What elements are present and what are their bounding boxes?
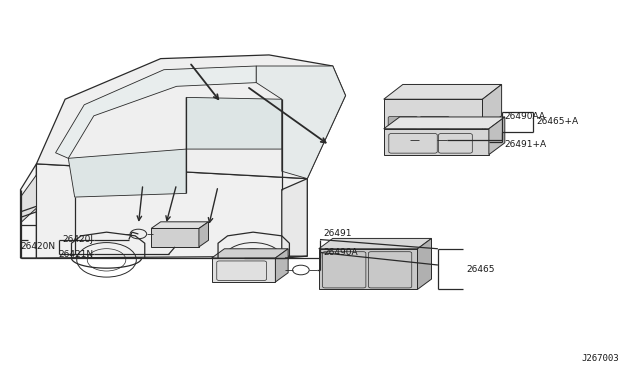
Polygon shape (256, 66, 346, 179)
Circle shape (449, 118, 465, 126)
Text: 26490A: 26490A (323, 248, 358, 257)
Polygon shape (20, 175, 36, 223)
Polygon shape (36, 55, 346, 179)
Text: 26421N: 26421N (59, 250, 94, 259)
Polygon shape (72, 258, 141, 268)
Polygon shape (384, 117, 505, 129)
Text: 26491+A: 26491+A (505, 140, 547, 149)
Text: 26491: 26491 (323, 229, 352, 238)
Text: 26465+A: 26465+A (537, 117, 579, 126)
Polygon shape (68, 149, 186, 197)
Polygon shape (36, 164, 307, 258)
Polygon shape (20, 164, 36, 258)
Polygon shape (218, 258, 288, 268)
Polygon shape (319, 249, 417, 289)
FancyBboxPatch shape (388, 116, 417, 128)
FancyBboxPatch shape (420, 116, 449, 128)
Polygon shape (186, 97, 282, 149)
Polygon shape (384, 84, 502, 99)
Text: 26465: 26465 (467, 264, 495, 273)
Polygon shape (56, 66, 256, 158)
Text: 26420N: 26420N (20, 243, 56, 251)
Polygon shape (151, 228, 199, 247)
Polygon shape (282, 179, 307, 256)
Text: 26420J: 26420J (63, 235, 94, 244)
Text: J267003: J267003 (582, 354, 620, 363)
Polygon shape (384, 129, 489, 155)
Polygon shape (417, 238, 431, 289)
Polygon shape (319, 238, 431, 249)
Polygon shape (489, 117, 505, 155)
Polygon shape (199, 222, 209, 247)
Text: 26490AA: 26490AA (505, 112, 546, 121)
Polygon shape (212, 258, 275, 282)
Polygon shape (384, 99, 483, 131)
Polygon shape (275, 249, 288, 282)
Polygon shape (151, 222, 209, 228)
Polygon shape (483, 84, 502, 131)
Polygon shape (212, 249, 288, 258)
